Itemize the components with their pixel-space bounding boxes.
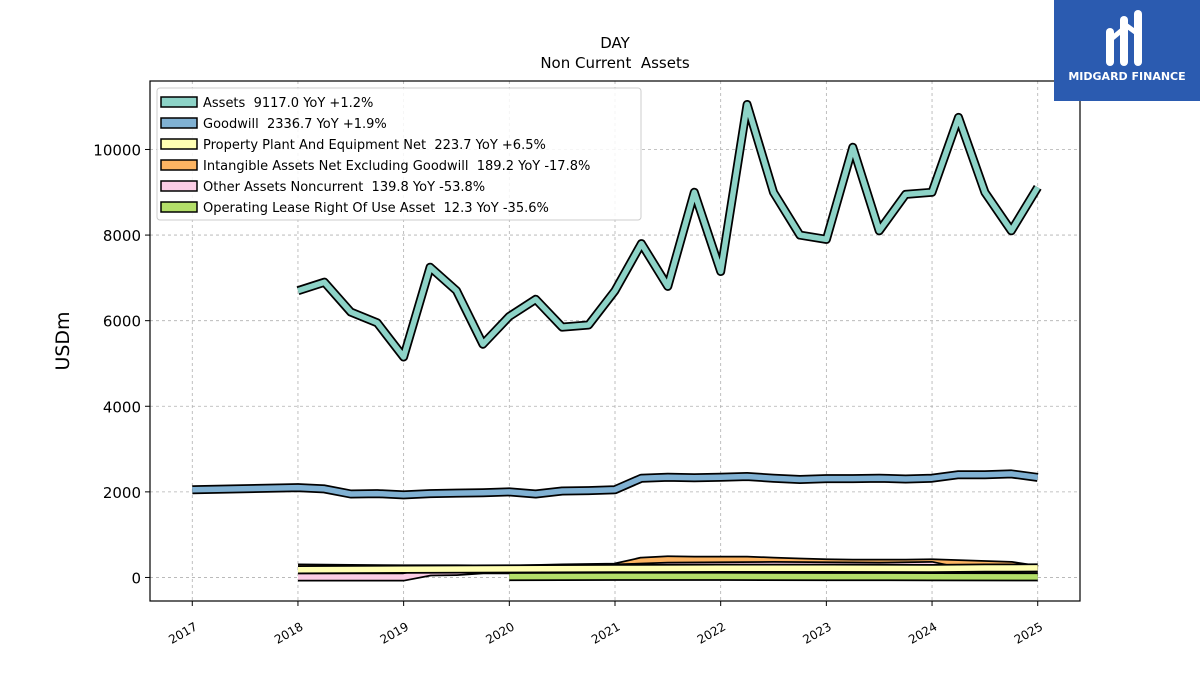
series-line-5 (509, 571, 1038, 582)
series-path (192, 471, 1039, 498)
legend-swatch (160, 138, 198, 150)
legend-label: Goodwill 2336.7 YoY +1.9% (203, 117, 387, 132)
y-tick-label: 8000 (103, 227, 141, 245)
y-tick-label: 2000 (103, 484, 141, 502)
y-tick-label: 4000 (103, 398, 141, 416)
chart-subtitle: Non Current Assets (540, 54, 690, 72)
legend-label: Intangible Assets Net Excluding Goodwill… (203, 159, 590, 174)
legend-box (156, 87, 642, 221)
chart-title: DAY (600, 34, 630, 52)
y-tick-label: 10000 (93, 141, 141, 159)
series-line-1 (192, 469, 1039, 500)
series-layer (192, 100, 1042, 582)
legend-swatch (160, 201, 198, 213)
logo-mark-icon (1106, 10, 1142, 66)
legend-swatch (160, 180, 198, 192)
legend-swatch (160, 159, 198, 171)
y-tick-label: 0 (131, 569, 141, 587)
y-tick-label: 6000 (103, 313, 141, 331)
series-line-2 (297, 563, 1038, 575)
logo-text: MIDGARD FINANCE (1068, 70, 1186, 83)
legend-label: Operating Lease Right Of Use Asset 12.3 … (203, 201, 549, 216)
legend-label: Other Assets Noncurrent 139.8 YoY -53.8% (203, 180, 485, 195)
series-line-0 (296, 100, 1042, 362)
legend-swatch (160, 117, 198, 129)
legend-swatch (160, 96, 198, 108)
legend-label: Property Plant And Equipment Net 223.7 Y… (203, 138, 546, 153)
legend: Assets 9117.0 YoY +1.2% Goodwill 2336.7 Y… (156, 87, 642, 221)
y-axis-label: USDm (52, 311, 74, 370)
series-path (509, 573, 1038, 580)
brand-logo: MIDGARD FINANCE (1054, 0, 1200, 101)
series-path (297, 565, 1038, 573)
legend-label: Assets 9117.0 YoY +1.2% (203, 96, 373, 111)
series-path (297, 101, 1041, 360)
